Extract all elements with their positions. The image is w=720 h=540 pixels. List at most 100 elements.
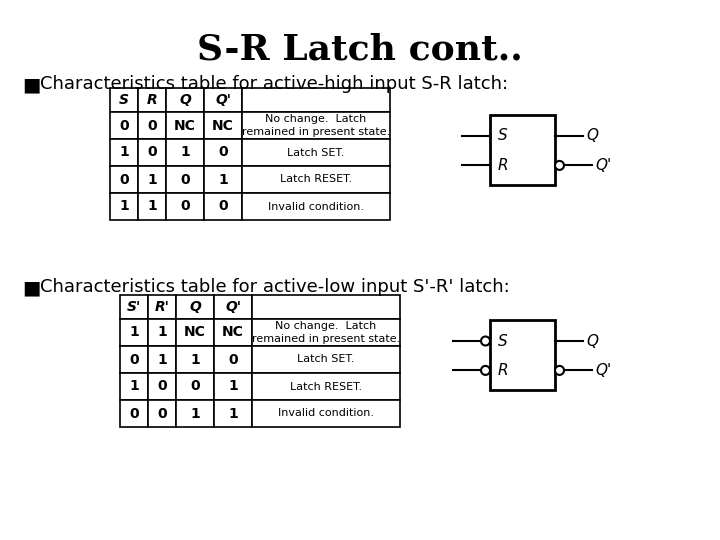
Text: 1: 1 xyxy=(228,407,238,421)
Text: Q': Q' xyxy=(225,300,241,314)
Bar xyxy=(490,115,555,185)
Bar xyxy=(166,139,204,166)
Bar xyxy=(110,193,138,220)
Text: R': R' xyxy=(155,300,169,314)
Text: R: R xyxy=(498,363,508,378)
Bar xyxy=(252,295,400,319)
Bar xyxy=(120,295,148,319)
Text: Q: Q xyxy=(189,300,201,314)
Text: R: R xyxy=(498,158,508,173)
Text: 0: 0 xyxy=(228,353,238,367)
Text: 0: 0 xyxy=(157,407,167,421)
Bar xyxy=(166,166,204,193)
Bar xyxy=(166,193,204,220)
Bar xyxy=(148,295,176,319)
Text: R: R xyxy=(147,93,157,107)
Text: 1: 1 xyxy=(119,145,129,159)
Text: 1: 1 xyxy=(157,326,167,340)
Bar xyxy=(214,373,252,400)
Text: Characteristics table for active-high input S-R latch:: Characteristics table for active-high in… xyxy=(40,75,508,93)
Bar xyxy=(204,166,242,193)
Bar xyxy=(166,112,204,139)
Text: 0: 0 xyxy=(147,118,157,132)
Text: 1: 1 xyxy=(119,199,129,213)
Text: NC: NC xyxy=(222,326,244,340)
Bar xyxy=(252,400,400,427)
Bar xyxy=(176,400,214,427)
Text: 1: 1 xyxy=(190,353,200,367)
Text: 1: 1 xyxy=(157,353,167,367)
Text: Q': Q' xyxy=(595,363,611,378)
Text: NC: NC xyxy=(184,326,206,340)
Bar xyxy=(242,112,390,139)
Text: 1: 1 xyxy=(180,145,190,159)
Bar xyxy=(148,400,176,427)
Text: Invalid condition.: Invalid condition. xyxy=(268,201,364,212)
Text: Q: Q xyxy=(179,93,191,107)
Text: 1: 1 xyxy=(129,326,139,340)
Bar xyxy=(176,346,214,373)
Bar xyxy=(242,88,390,112)
Bar xyxy=(176,295,214,319)
Text: Invalid condition.: Invalid condition. xyxy=(278,408,374,418)
Bar xyxy=(214,319,252,346)
Bar xyxy=(110,166,138,193)
Bar xyxy=(110,139,138,166)
Text: 0: 0 xyxy=(120,118,129,132)
Text: No change.  Latch
remained in present state.: No change. Latch remained in present sta… xyxy=(242,114,390,137)
Text: S: S xyxy=(498,129,508,144)
Bar xyxy=(120,400,148,427)
Circle shape xyxy=(481,366,490,375)
Bar xyxy=(490,320,555,390)
Text: S-R Latch cont..: S-R Latch cont.. xyxy=(197,32,523,66)
Text: Q: Q xyxy=(586,334,598,348)
Bar xyxy=(252,346,400,373)
Text: No change.  Latch
remained in present state.: No change. Latch remained in present sta… xyxy=(252,321,400,343)
Bar xyxy=(214,295,252,319)
Bar xyxy=(242,193,390,220)
Bar xyxy=(252,373,400,400)
Text: 0: 0 xyxy=(180,199,190,213)
Bar xyxy=(148,346,176,373)
Text: 1: 1 xyxy=(190,407,200,421)
Text: 0: 0 xyxy=(180,172,190,186)
Text: 0: 0 xyxy=(218,199,228,213)
Text: 0: 0 xyxy=(147,145,157,159)
Text: 1: 1 xyxy=(228,380,238,394)
Text: 1: 1 xyxy=(147,172,157,186)
Text: 0: 0 xyxy=(157,380,167,394)
Text: Latch RESET.: Latch RESET. xyxy=(290,381,362,391)
Text: Characteristics table for active-low input S'-R' latch:: Characteristics table for active-low inp… xyxy=(40,278,510,296)
Text: ■: ■ xyxy=(22,278,40,297)
Bar xyxy=(110,112,138,139)
Bar xyxy=(214,346,252,373)
Bar xyxy=(242,166,390,193)
Bar xyxy=(148,319,176,346)
Bar xyxy=(204,88,242,112)
Circle shape xyxy=(555,161,564,170)
Bar xyxy=(204,139,242,166)
Bar xyxy=(214,400,252,427)
Text: NC: NC xyxy=(174,118,196,132)
Text: Q: Q xyxy=(586,129,598,144)
Bar xyxy=(204,112,242,139)
Circle shape xyxy=(555,366,564,375)
Bar xyxy=(166,88,204,112)
Bar xyxy=(110,88,138,112)
Text: Latch SET.: Latch SET. xyxy=(287,147,345,158)
Text: 1: 1 xyxy=(147,199,157,213)
Bar xyxy=(148,373,176,400)
Bar xyxy=(120,346,148,373)
Text: S': S' xyxy=(127,300,141,314)
Text: ■: ■ xyxy=(22,75,40,94)
Bar xyxy=(252,319,400,346)
Bar xyxy=(176,373,214,400)
Text: Latch SET.: Latch SET. xyxy=(297,354,355,364)
Text: 0: 0 xyxy=(129,353,139,367)
Text: Q': Q' xyxy=(595,158,611,173)
Text: 0: 0 xyxy=(218,145,228,159)
Circle shape xyxy=(481,336,490,346)
Text: S: S xyxy=(498,334,508,348)
Bar xyxy=(138,193,166,220)
Bar xyxy=(138,88,166,112)
